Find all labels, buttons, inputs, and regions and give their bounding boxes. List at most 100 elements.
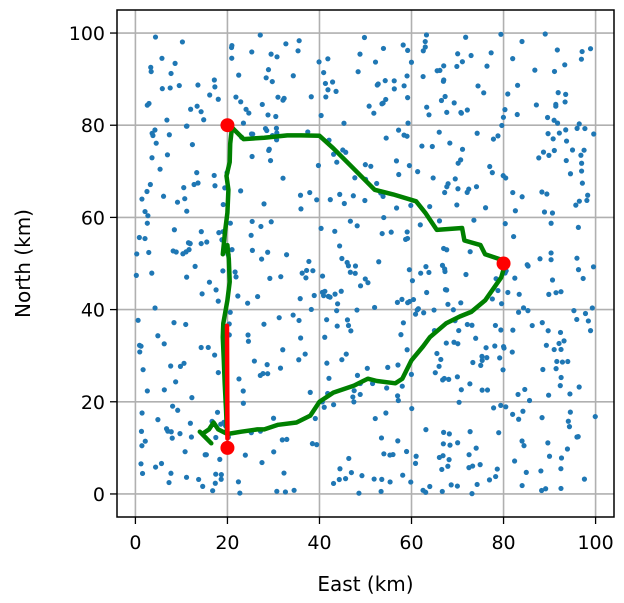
scatter-point [404,73,410,79]
scatter-point [498,31,504,37]
scatter-point [500,173,506,179]
scatter-point [324,360,330,366]
scatter-point [545,440,551,446]
scatter-point [420,48,426,54]
scatter-point [423,427,429,433]
scatter-point [139,196,145,202]
scatter-point [410,296,417,303]
scatter-point [372,415,378,422]
scatter-point [365,280,371,286]
scatter-point [440,441,446,447]
scatter-point [427,203,433,210]
scatter-point [474,481,480,488]
scatter-point [590,264,597,270]
scatter-point [323,94,329,100]
scatter-point [445,463,451,469]
scatter-point [537,256,543,262]
scatter-point [456,399,462,405]
scatter-point [554,120,561,126]
scatter-point [479,357,485,364]
scatter-point [257,372,263,379]
scatter-point [561,338,567,344]
scatter-point [558,374,564,381]
scatter-point [553,290,559,296]
scatter-point [459,146,466,152]
scatter-point [212,183,218,189]
scatter-point [523,469,529,475]
scatter-point [424,104,430,110]
scatter-point [555,90,561,96]
scatter-point [400,320,406,326]
scatter-point [220,201,226,208]
scatter-point [371,476,377,482]
scatter-point [492,343,498,349]
scatter-point [215,298,221,304]
scatter-point [354,223,360,229]
scatter-point [422,38,428,45]
scatter-point [265,112,271,118]
scatter-point [445,301,451,307]
scatter-point [549,210,556,216]
scatter-point [423,489,429,495]
scatter-point [578,152,584,158]
scatter-point [565,418,571,424]
scatter-point [142,438,148,444]
scatter-point [306,258,312,265]
scatter-point [479,387,485,393]
scatter-point [339,357,345,363]
scatter-point [516,291,522,297]
scatter-point [336,476,342,483]
scatter-point [545,131,551,137]
scatter-point [348,328,354,334]
y-tick-label: 0 [93,484,105,506]
scatter-point [138,343,144,349]
scatter-point [218,472,224,478]
scatter-point [512,458,518,464]
scatter-point [201,117,207,123]
scatter-point [259,256,265,262]
scatter-point [249,247,255,253]
scatter-point [290,312,296,318]
scatter-point [357,391,363,398]
scatter-point [248,232,254,238]
axis-ticks: 0 20 40 60 80 100 0 20 40 60 80 100 [69,23,614,554]
x-tick-label: 100 [577,532,613,554]
scatter-point [554,47,560,53]
scatter-point [409,405,415,412]
scatter-point [350,394,356,400]
scatter-point [198,109,204,115]
scatter-point [482,205,489,211]
scatter-point [439,466,445,473]
scatter-point [404,133,410,139]
scatter-point [296,357,302,363]
scatter-point [213,434,219,441]
scatter-point [167,85,173,91]
scatter-point [321,404,327,410]
scatter-point [276,315,282,321]
scatter-point [268,51,274,57]
scatter-point [400,472,406,478]
scatter-point [469,322,475,328]
scatter-point [427,483,433,490]
scatter-point [242,452,248,458]
scatter-point [455,186,461,192]
x-tick-label: 80 [491,532,515,554]
scatter-point [554,358,560,365]
scatter-point [316,59,322,65]
scatter-point [412,460,419,466]
scatter-point [152,305,158,311]
scatter-point [238,188,244,194]
y-tick-label: 40 [81,300,105,322]
scatter-point [443,340,449,346]
scatter-point [291,487,297,493]
scatter-point [181,185,187,191]
scatter-point [394,393,401,399]
scatter-point [406,267,412,273]
scatter-point [198,344,204,351]
scatter-point [566,424,573,430]
scatter-point [166,132,172,138]
scatter-point [408,479,414,485]
scatter-point [159,86,165,92]
scatter-point [489,296,495,302]
scatter-point [451,339,457,345]
